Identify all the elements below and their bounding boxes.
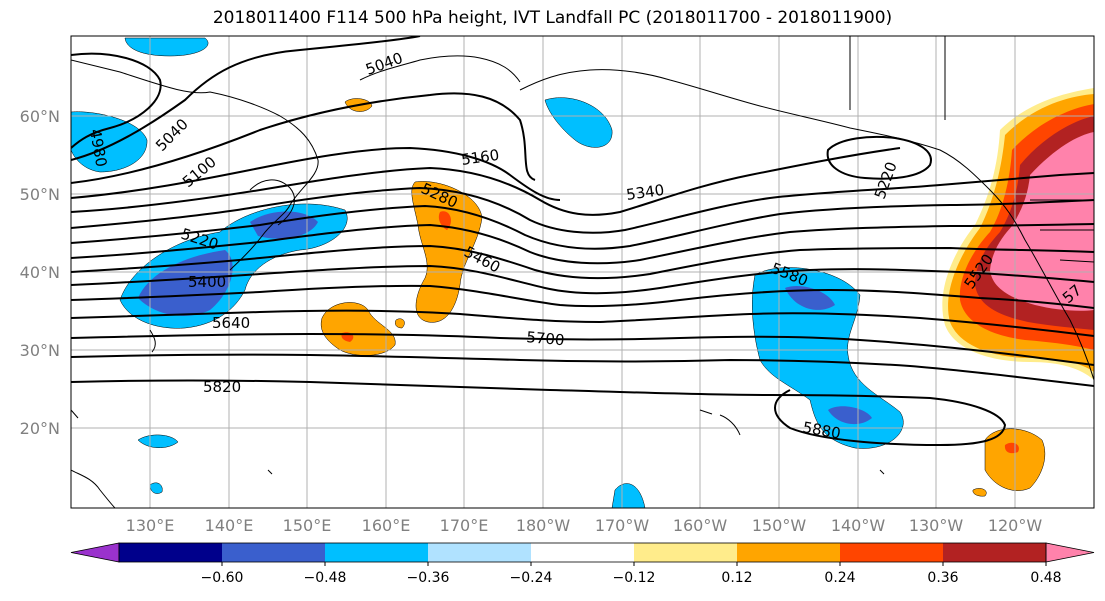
colorbar-segment <box>531 543 635 562</box>
colorbar-tick-label: 0.36 <box>927 570 958 586</box>
ivt-negative-region <box>124 37 209 57</box>
contour-label: 5400 <box>188 273 226 291</box>
ivt-negative-region <box>611 483 646 508</box>
colorbar-segment <box>119 543 223 562</box>
ivt-negative-region <box>544 97 613 148</box>
colorbar <box>70 542 1095 563</box>
lat-label: 30°N <box>20 341 60 360</box>
map-frame <box>70 35 1095 509</box>
contour-label: 5820 <box>203 378 241 396</box>
lon-label: 160°E <box>362 516 411 535</box>
lon-label: 170°E <box>440 516 489 535</box>
colorbar-tick-label: −0.60 <box>201 570 244 586</box>
contour-label: 5700 <box>526 328 566 349</box>
colorbar-tick-label: −0.12 <box>613 570 656 586</box>
graticule <box>71 36 1094 508</box>
lon-label: 130°W <box>909 516 964 535</box>
lon-label: 140°W <box>831 516 886 535</box>
map-area: 4980 5040 5040 5100 5160 5220 5220 5280 … <box>71 36 1094 508</box>
ivt-negative-region <box>828 406 872 425</box>
colorbar-tick-label: −0.24 <box>510 570 553 586</box>
colorbar-tick-label: −0.48 <box>304 570 347 586</box>
colorbar-ticks: −0.60 −0.48 −0.36 −0.24 −0.12 0.12 0.24 0.36 0.4… <box>201 562 1062 586</box>
colorbar-tick-label: 0.24 <box>824 570 855 586</box>
lat-label: 60°N <box>20 107 60 126</box>
colorbar-segment <box>634 543 738 562</box>
ivt-negative-region <box>138 250 233 316</box>
lat-label: 20°N <box>20 419 60 438</box>
ivt-positive-region <box>320 302 396 356</box>
ivt-positive-region <box>972 488 987 497</box>
colorbar-outline <box>118 542 1047 563</box>
lat-label: 40°N <box>20 263 60 282</box>
colorbar-segment <box>943 543 1047 562</box>
latitude-labels: 60°N 50°N 40°N 30°N 20°N <box>20 107 60 438</box>
lon-label: 150°W <box>752 516 807 535</box>
colorbar-extend-low <box>70 542 120 563</box>
colorbar-extend-high <box>1045 542 1095 563</box>
lon-label: 130°E <box>126 516 175 535</box>
ivt-negative-region <box>785 285 835 310</box>
colorbar-segment <box>737 543 841 562</box>
lon-label: 160°W <box>673 516 728 535</box>
colorbar-tick-label: 0.12 <box>721 570 752 586</box>
lon-label: 180°W <box>516 516 571 535</box>
colorbar-segment <box>840 543 944 562</box>
lat-label: 50°N <box>20 185 60 204</box>
lon-label: 120°W <box>988 516 1043 535</box>
colorbar-tick-label: 0.48 <box>1030 570 1061 586</box>
ivt-negative-region <box>71 111 148 173</box>
lon-label: 140°E <box>205 516 254 535</box>
ivt-positive-region <box>395 318 405 329</box>
contour-label: 5340 <box>625 181 665 204</box>
colorbar-segment <box>325 543 429 562</box>
ivt-positive-region <box>990 132 1094 311</box>
height-contours <box>71 36 1094 447</box>
colorbar-segment <box>222 543 326 562</box>
colorbar-tick-label: −0.36 <box>407 570 450 586</box>
colorbar-segment <box>428 543 532 562</box>
lon-label: 170°W <box>595 516 650 535</box>
ivt-negative-region <box>149 482 163 494</box>
map-title: 2018011400 F114 500 hPa height, IVT Land… <box>212 8 893 28</box>
lon-label: 150°E <box>283 516 332 535</box>
longitude-labels: 130°E 140°E 150°E 160°E 170°E 180°W 170°… <box>126 516 1043 535</box>
contour-label: 5160 <box>460 146 500 169</box>
contour-label: 5640 <box>212 314 250 332</box>
